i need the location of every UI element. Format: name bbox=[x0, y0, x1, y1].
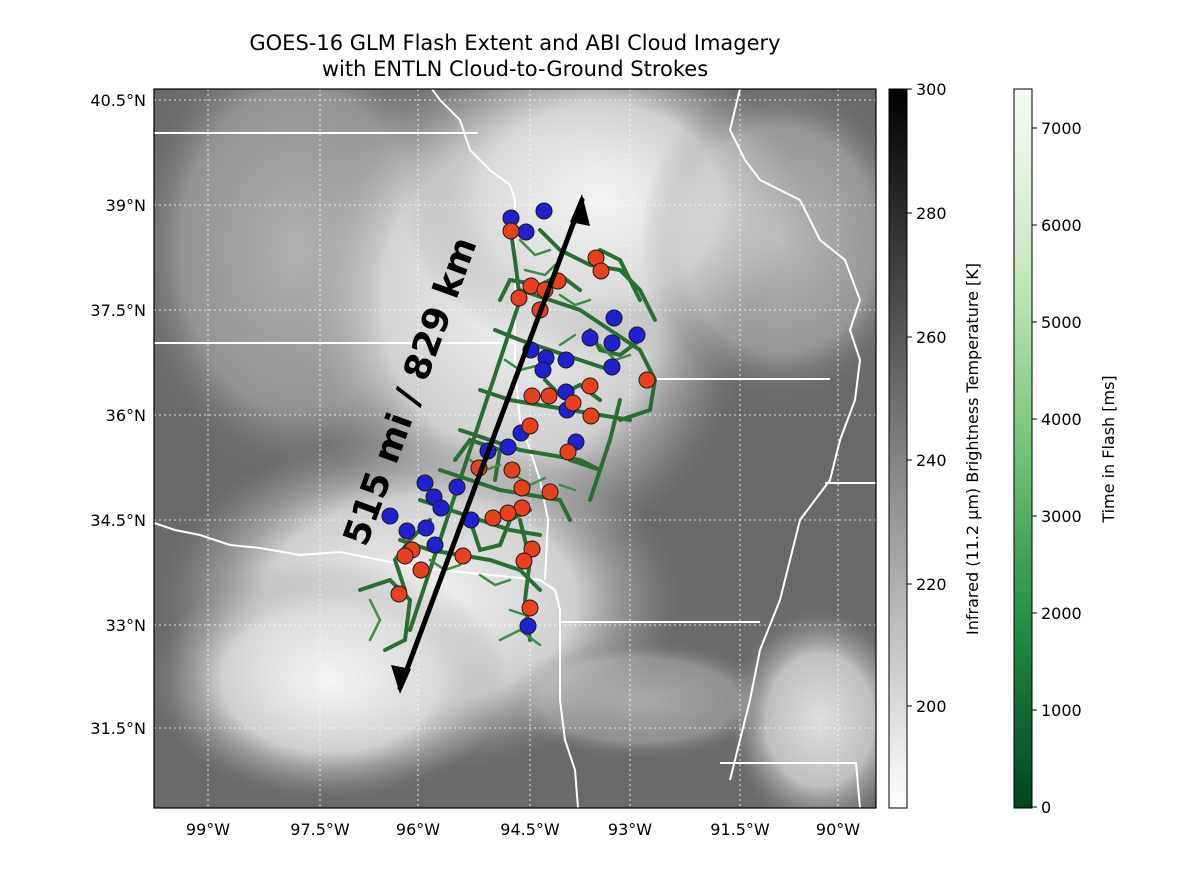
negative-stroke-marker bbox=[603, 334, 621, 352]
positive-stroke-marker bbox=[540, 387, 558, 405]
positive-stroke-marker bbox=[523, 540, 541, 558]
positive-stroke-marker bbox=[412, 561, 430, 579]
brightness-colorbar: 300 280 260 240 220 200 Infrared (11.2 μ… bbox=[888, 80, 982, 809]
map-frame bbox=[153, 88, 877, 809]
negative-stroke-marker bbox=[398, 522, 416, 540]
positive-stroke-marker bbox=[522, 277, 540, 295]
flash-tick: 2000 bbox=[1041, 604, 1082, 623]
lat-label: 37.5°N bbox=[90, 301, 146, 320]
map-panel: 515 mi / 829 km bbox=[154, 89, 876, 808]
figure-title: GOES-16 GLM Flash Extent and ABI Cloud I… bbox=[150, 30, 880, 82]
positive-stroke-marker bbox=[592, 262, 610, 280]
longitude-axis: 99°W 97.5°W 96°W 94.5°W 93°W 91.5°W 90°W bbox=[186, 820, 860, 839]
brightness-colorbar-label: Infrared (11.2 μm) Brightness Temperatur… bbox=[963, 263, 982, 635]
lat-label: 40.5°N bbox=[90, 91, 146, 110]
positive-stroke-marker bbox=[521, 417, 539, 435]
brightness-colorbar-ramp bbox=[888, 88, 908, 809]
negative-stroke-marker bbox=[426, 536, 444, 554]
negative-stroke-marker bbox=[448, 478, 466, 496]
flash-tick: 6000 bbox=[1041, 216, 1082, 235]
title-line-2: with ENTLN Cloud-to-Ground Strokes bbox=[321, 57, 709, 81]
negative-stroke-marker bbox=[499, 438, 517, 456]
positive-stroke-marker bbox=[502, 222, 520, 240]
negative-stroke-marker bbox=[432, 499, 450, 517]
positive-stroke-marker bbox=[638, 371, 656, 389]
title-line-1: GOES-16 GLM Flash Extent and ABI Cloud I… bbox=[249, 31, 781, 55]
lat-label: 31.5°N bbox=[90, 719, 146, 738]
brightness-tick: 200 bbox=[916, 697, 947, 716]
lon-label: 96°W bbox=[396, 820, 440, 839]
positive-stroke-marker bbox=[564, 394, 582, 412]
lat-label: 33°N bbox=[106, 616, 146, 635]
negative-stroke-marker bbox=[603, 358, 621, 376]
negative-stroke-marker bbox=[557, 351, 575, 369]
negative-stroke-marker bbox=[605, 309, 623, 327]
flash-time-colorbar-label: Time in Flash [ms] bbox=[1099, 375, 1118, 523]
negative-stroke-marker bbox=[628, 326, 646, 344]
lon-label: 93°W bbox=[608, 820, 652, 839]
positive-stroke-marker bbox=[581, 377, 599, 395]
brightness-tick: 240 bbox=[916, 451, 947, 470]
positive-stroke-marker bbox=[523, 387, 541, 405]
negative-stroke-marker bbox=[381, 507, 399, 525]
positive-stroke-marker bbox=[499, 504, 517, 522]
negative-stroke-marker bbox=[417, 519, 435, 537]
lon-label: 90°W bbox=[816, 820, 860, 839]
lon-label: 91.5°W bbox=[710, 820, 770, 839]
lon-label: 99°W bbox=[186, 820, 230, 839]
lat-label: 39°N bbox=[106, 196, 146, 215]
flash-tick: 1000 bbox=[1041, 701, 1082, 720]
negative-stroke-marker bbox=[416, 474, 434, 492]
flash-time-colorbar-ramp bbox=[1013, 88, 1033, 809]
flash-tick: 4000 bbox=[1041, 410, 1082, 429]
brightness-tick: 260 bbox=[916, 328, 947, 347]
positive-stroke-marker bbox=[582, 407, 600, 425]
lat-label: 36°N bbox=[106, 406, 146, 425]
cloud-imagery bbox=[154, 89, 876, 808]
flash-tick: 5000 bbox=[1041, 313, 1082, 332]
flash-tick: 3000 bbox=[1041, 507, 1082, 526]
lat-label: 34.5°N bbox=[90, 511, 146, 530]
lon-label: 97.5°W bbox=[290, 820, 350, 839]
positive-stroke-marker bbox=[559, 443, 577, 461]
negative-stroke-marker bbox=[517, 223, 535, 241]
positive-stroke-marker bbox=[396, 547, 414, 565]
brightness-tick: 280 bbox=[916, 204, 947, 223]
positive-stroke-marker bbox=[513, 479, 531, 497]
brightness-tick: 220 bbox=[916, 575, 947, 594]
positive-stroke-marker bbox=[503, 461, 521, 479]
positive-stroke-marker bbox=[510, 289, 528, 307]
positive-stroke-marker bbox=[454, 547, 472, 565]
flash-tick: 0 bbox=[1041, 798, 1051, 817]
positive-stroke-marker bbox=[521, 599, 539, 617]
negative-stroke-marker bbox=[535, 202, 553, 220]
negative-stroke-marker bbox=[534, 361, 552, 379]
negative-stroke-marker bbox=[519, 617, 537, 635]
brightness-tick: 300 bbox=[916, 80, 947, 99]
positive-stroke-marker bbox=[484, 509, 502, 527]
positive-stroke-marker bbox=[390, 585, 408, 603]
latitude-axis: 40.5°N 39°N 37.5°N 36°N 34.5°N 33°N 31.5… bbox=[90, 91, 146, 738]
flash-time-colorbar: 7000 6000 5000 4000 3000 2000 1000 0 Tim… bbox=[1013, 88, 1118, 817]
positive-stroke-marker bbox=[541, 483, 559, 501]
negative-stroke-marker bbox=[581, 329, 599, 347]
positive-stroke-marker bbox=[515, 552, 533, 570]
distance-arrow bbox=[391, 194, 590, 694]
flash-tick: 7000 bbox=[1041, 119, 1082, 138]
lon-label: 94.5°W bbox=[500, 820, 560, 839]
